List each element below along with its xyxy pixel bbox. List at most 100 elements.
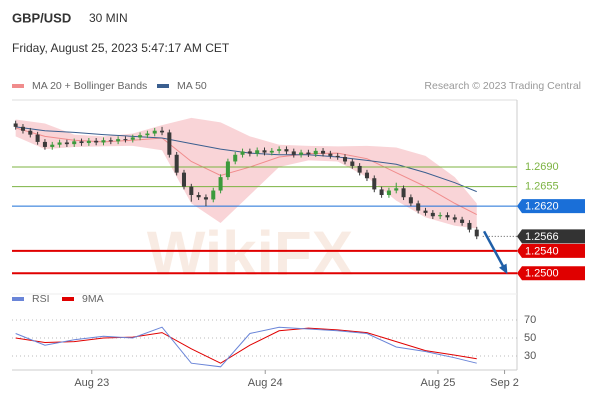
candle-body <box>94 140 99 143</box>
symbol: GBP/USD <box>12 10 71 25</box>
candle-body <box>225 161 230 178</box>
candle-body <box>452 217 457 220</box>
candle-body <box>86 140 91 144</box>
candle-body <box>299 152 304 155</box>
candle-body <box>116 139 121 142</box>
candle-body <box>291 151 296 155</box>
candle-body <box>57 142 62 145</box>
watermark: WikiFX <box>147 219 353 288</box>
candle-body <box>247 151 252 154</box>
candle-body <box>108 140 113 142</box>
candle-body <box>160 130 165 133</box>
candle-body <box>445 215 450 218</box>
candle-body <box>460 219 465 223</box>
candle-body <box>72 141 77 145</box>
candle-body <box>64 142 69 145</box>
candle-body <box>262 150 267 153</box>
candle-body <box>174 154 179 173</box>
candle-body <box>218 177 223 191</box>
x-tick-label: Aug 25 <box>421 377 456 389</box>
candle-body <box>101 140 106 143</box>
candle-body <box>240 151 245 155</box>
candle-body <box>306 152 311 155</box>
rsi-ma-line <box>15 327 477 364</box>
level-label: 1.2540 <box>525 245 559 257</box>
candle-body <box>321 150 326 154</box>
candle-body <box>233 154 238 162</box>
timestamp: Friday, August 25, 2023 5:47:17 AM CET <box>12 41 230 55</box>
level-tag <box>517 199 585 214</box>
candle-body <box>416 203 421 211</box>
candle-body <box>181 172 187 187</box>
candle-body <box>342 157 348 162</box>
rsi-line <box>15 326 477 368</box>
candle-body <box>130 137 135 140</box>
timeframe: 30 MIN <box>89 11 128 25</box>
legend-swatch <box>62 297 74 301</box>
candle-body <box>277 149 282 151</box>
candle-body <box>284 149 289 152</box>
target-arrow <box>482 230 508 273</box>
candle-body <box>79 141 84 144</box>
target-arrow-head <box>499 263 508 275</box>
credit: Research © 2023 Trading Central <box>424 80 581 92</box>
candle-body <box>211 190 216 200</box>
level-tag <box>517 229 585 244</box>
candle-body <box>138 135 143 138</box>
candle-body <box>357 165 362 173</box>
legend-swatch <box>157 84 169 88</box>
candle-body <box>313 150 318 155</box>
candle-body <box>196 195 201 198</box>
level-label: 1.2500 <box>525 268 559 280</box>
x-tick-label: Aug 23 <box>74 377 109 389</box>
candle-body <box>430 212 435 217</box>
candle-body <box>350 161 355 166</box>
candle-body <box>408 197 413 204</box>
candle-body <box>123 139 128 141</box>
candle-body <box>401 188 406 198</box>
candle-body <box>189 186 194 195</box>
candle-body <box>152 130 157 134</box>
level-tag <box>517 243 585 258</box>
candle-body <box>386 190 391 195</box>
candle-body <box>328 153 333 156</box>
rsi-tick-label: 70 <box>524 314 536 326</box>
candle-body <box>145 133 150 136</box>
candle-body <box>364 172 369 179</box>
candle-body <box>13 123 18 127</box>
candle-body <box>467 222 472 230</box>
candle-body <box>379 189 384 195</box>
candle-body <box>203 197 208 200</box>
candle-body <box>335 155 340 157</box>
candle-body <box>50 144 55 147</box>
candle-body <box>35 134 40 142</box>
legend-swatch <box>12 84 24 88</box>
legend-label: MA 20 + Bollinger Bands <box>32 80 147 92</box>
candle-body <box>372 178 377 190</box>
bollinger-band <box>15 117 477 229</box>
candle-body <box>269 150 274 153</box>
rsi-tick-label: 30 <box>524 350 536 362</box>
candle-body <box>28 130 33 135</box>
candle-body <box>474 229 479 237</box>
level-label: 1.2655 <box>525 181 559 193</box>
candle-body <box>394 188 399 191</box>
candle-body <box>42 141 47 147</box>
x-tick-label: Sep 2 <box>490 377 519 389</box>
candle-body <box>423 210 428 213</box>
candle-body <box>167 132 172 155</box>
rsi-tick-label: 50 <box>524 332 536 344</box>
level-label: 1.2690 <box>525 161 559 173</box>
legend-label: MA 50 <box>177 80 207 92</box>
candle-body <box>438 215 443 217</box>
legend-swatch <box>12 297 24 301</box>
level-tag <box>517 266 585 281</box>
candle-body <box>20 126 25 131</box>
level-label: 1.2620 <box>525 201 559 213</box>
legend-label: RSI <box>32 293 50 305</box>
legend-label: 9MA <box>82 293 104 305</box>
x-tick-label: Aug 24 <box>248 377 283 389</box>
candle-body <box>255 150 260 154</box>
